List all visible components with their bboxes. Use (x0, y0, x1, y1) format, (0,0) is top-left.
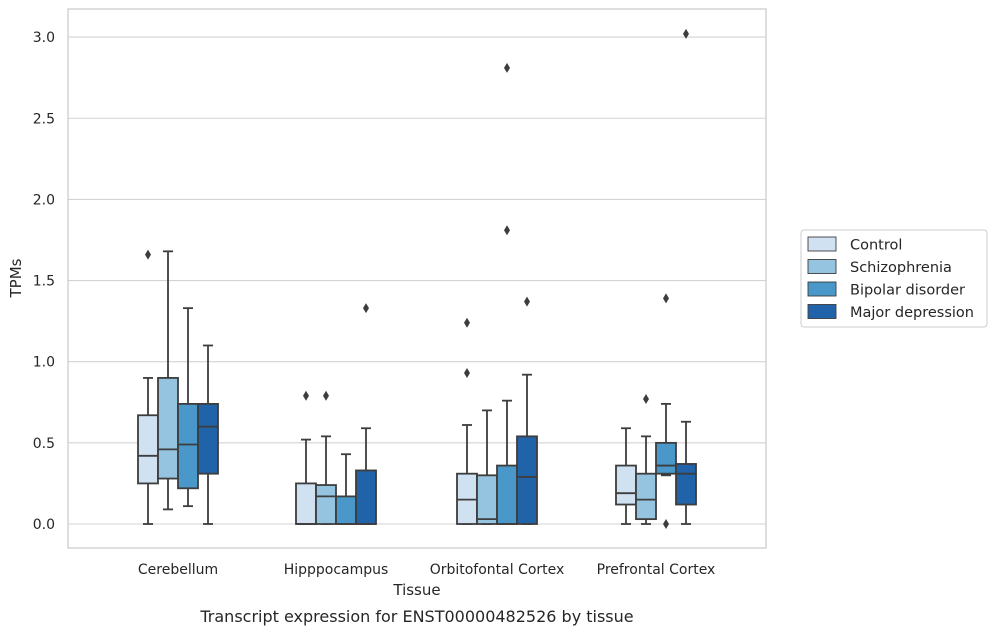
legend-frame (800, 229, 988, 328)
box (655, 293, 677, 529)
outlier-point (323, 390, 329, 401)
legend-label: Schizophrenia (850, 260, 952, 276)
x-axis-label: Tissue (392, 581, 440, 599)
series-major-depression (197, 28, 697, 525)
outlier-point (683, 28, 689, 39)
box-body (315, 484, 337, 525)
y-tick-label: 2.0 (33, 192, 55, 208)
y-tick-label: 0.5 (33, 436, 55, 452)
box-body (197, 402, 219, 475)
box-body (615, 464, 637, 506)
legend: Control Schizophrenia Bipolar disorder Majo… (800, 229, 988, 328)
box-groups (137, 28, 697, 529)
box-body (335, 495, 357, 525)
box-body (655, 441, 677, 475)
x-tick-label: Cerebellum (138, 562, 218, 578)
box (635, 394, 657, 525)
box-body (137, 414, 159, 485)
y-axis-label: TPMs (7, 258, 25, 298)
box (615, 427, 637, 525)
legend-swatch (807, 236, 837, 252)
legend-swatch (807, 259, 837, 274)
legend-label: Control (850, 238, 902, 254)
outlier-point (643, 394, 649, 405)
x-tick-label: Hipppocampus (284, 562, 389, 578)
plot-frame (67, 8, 767, 549)
outlier-point (663, 293, 669, 304)
box-body (516, 435, 538, 525)
series-schizophrenia (157, 250, 657, 525)
box-body (476, 474, 498, 525)
y-tick-labels: 0.0 0.5 1.0 1.5 2.0 2.5 3.0 (33, 30, 55, 533)
outlier-point (524, 296, 530, 307)
chart-caption: Transcript expression for ENST0000048252… (199, 607, 633, 626)
y-tick-label: 2.5 (33, 111, 55, 127)
outlier-point (504, 225, 510, 236)
x-tick-label: Prefrontal Cortex (597, 562, 716, 578)
box (476, 409, 498, 525)
box-body (157, 377, 179, 480)
y-tick-label: 1.5 (33, 274, 55, 290)
legend-label: Major depression (850, 305, 974, 321)
outlier-point (363, 303, 369, 314)
outlier-point (303, 390, 309, 401)
y-tick-label: 1.0 (33, 355, 55, 371)
legend-swatch (807, 281, 837, 297)
outlier-point (464, 317, 470, 328)
y-tick-label: 3.0 (33, 30, 55, 46)
x-tick-labels: Cerebellum Hipppocampus Orbitofontal Corte… (138, 562, 715, 578)
box-body (177, 402, 199, 490)
box (335, 453, 357, 525)
legend-swatch (807, 304, 837, 319)
y-tick-label: 0.0 (33, 517, 55, 533)
box-body (295, 482, 317, 525)
outlier-point (145, 249, 151, 260)
outlier-point (663, 519, 669, 529)
box (157, 250, 179, 511)
box (355, 303, 377, 525)
x-tick-label: Orbitofontal Cortex (430, 562, 565, 578)
box (675, 28, 697, 525)
box (197, 344, 219, 525)
legend-label: Bipolar disorder (850, 283, 965, 299)
box-body (355, 469, 377, 525)
box-body (496, 464, 518, 525)
outlier-point (464, 368, 470, 379)
box-body (635, 472, 657, 521)
outlier-point (504, 62, 510, 73)
box-body (675, 463, 697, 506)
box (516, 296, 538, 525)
